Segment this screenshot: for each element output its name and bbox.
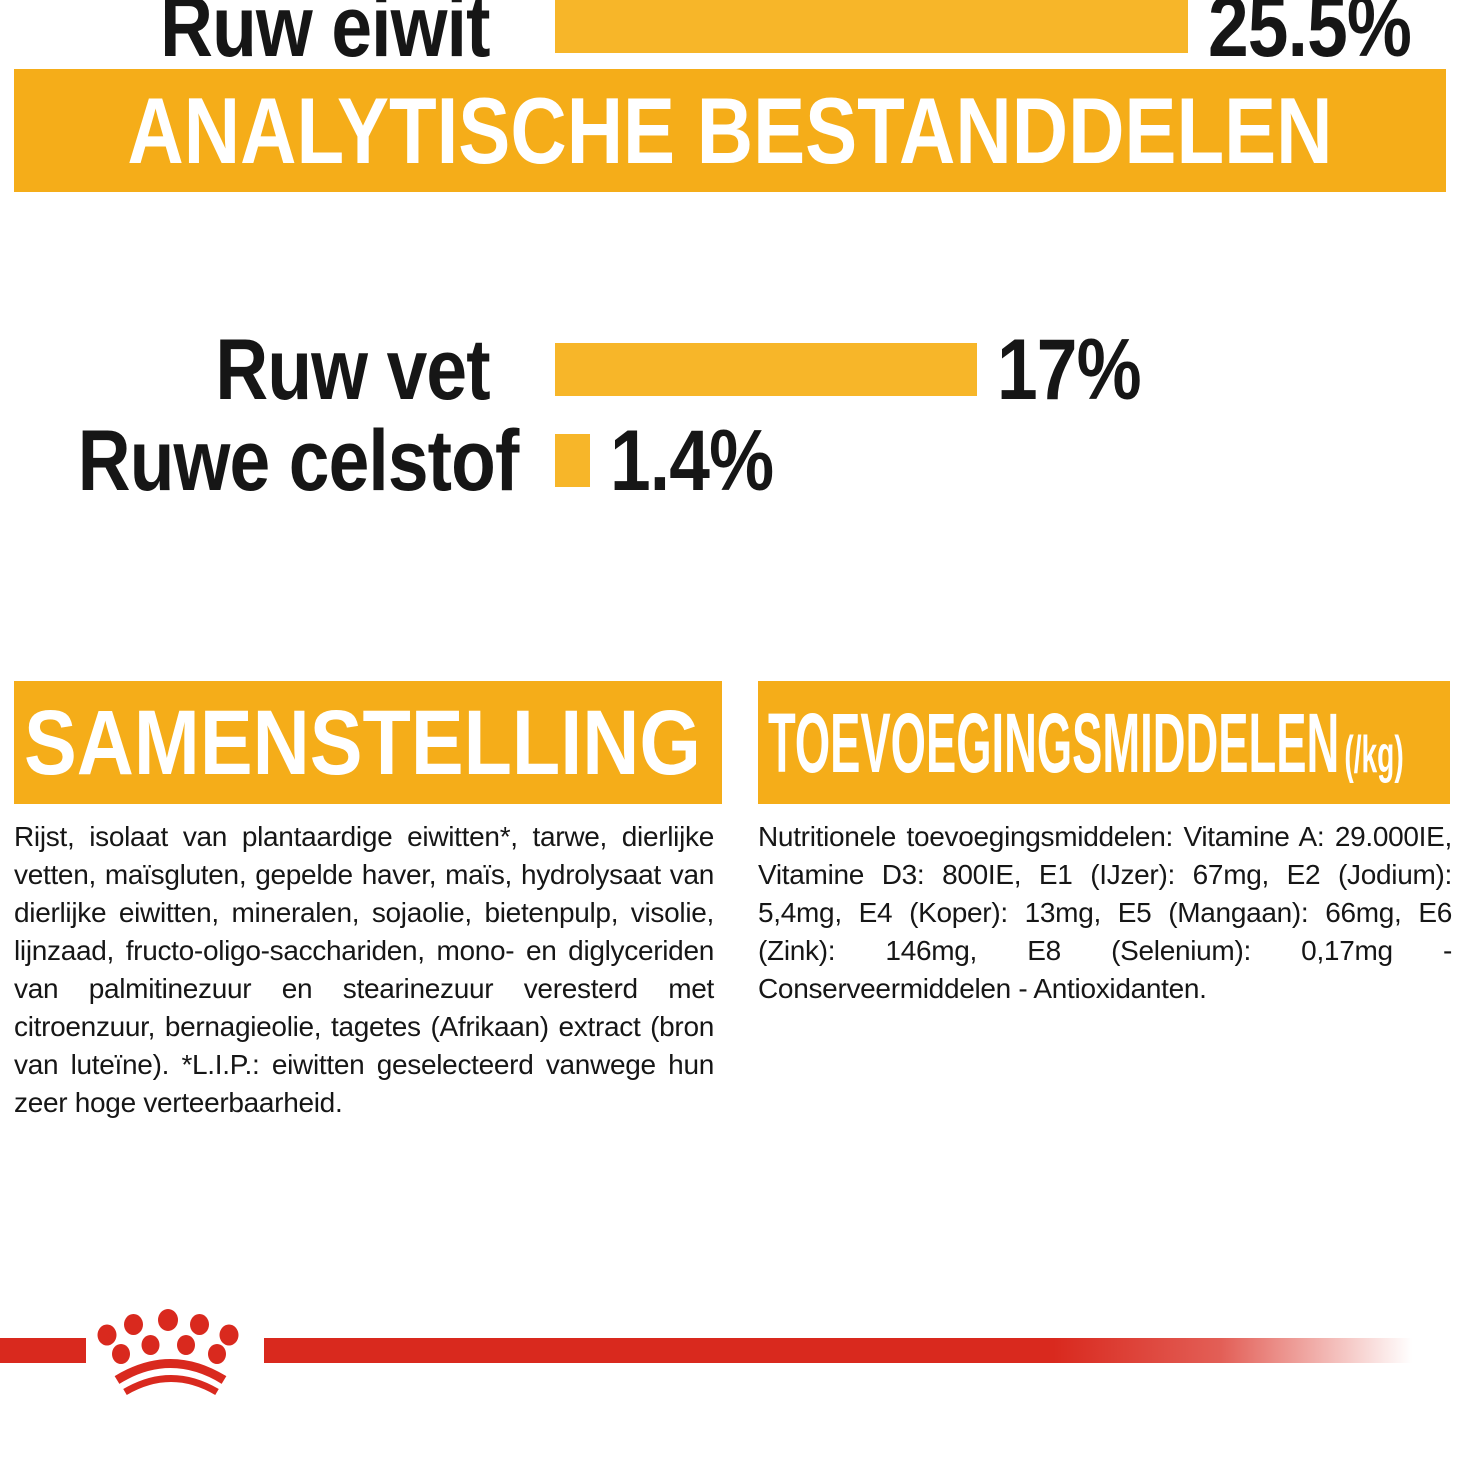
composition-title: SAMENSTELLING (24, 691, 701, 794)
chart-value-label: 1.4% (610, 412, 774, 509)
chart-value-label: 17% (997, 321, 1142, 418)
composition-body: Rijst, isolaat van plantaardige eiwitten… (14, 821, 714, 1118)
fiber-bar (555, 434, 590, 487)
analytics-title: ANALYTISCHE BESTANDDELEN (127, 77, 1333, 183)
additives-banner: TOEVOEGINGSMIDDELEN(/kg) (758, 681, 1450, 804)
royal-canin-crown-logo-icon (97, 1309, 239, 1396)
chart-value-label: 25.5% (1208, 0, 1412, 75)
brand-strip-right (264, 1338, 1460, 1363)
additives-body: Nutritionele toevoegingsmiddelen: Vitami… (758, 821, 1452, 1004)
protein-bar (555, 0, 1188, 53)
additives-title: TOEVOEGINGSMIDDELEN(/kg) (768, 695, 1404, 790)
chart-row-fiber: Ruwe celstof 1.4% (0, 418, 1460, 504)
fat-bar (555, 343, 977, 396)
composition-banner: SAMENSTELLING (14, 681, 722, 804)
brand-strip-left (0, 1338, 86, 1363)
additives-title-unit: (/kg) (1344, 725, 1404, 784)
chart-row-fat: Ruw vet 17% (0, 327, 1460, 413)
chart-category-label: Ruw eiwit (160, 0, 491, 75)
chart-category-label: Ruw vet (215, 321, 491, 418)
chart-category-label: Ruwe celstof (77, 412, 520, 509)
analytics-banner: ANALYTISCHE BESTANDDELEN (14, 69, 1446, 192)
chart-row-protein: Ruw eiwit 25.5% (0, 0, 1460, 70)
